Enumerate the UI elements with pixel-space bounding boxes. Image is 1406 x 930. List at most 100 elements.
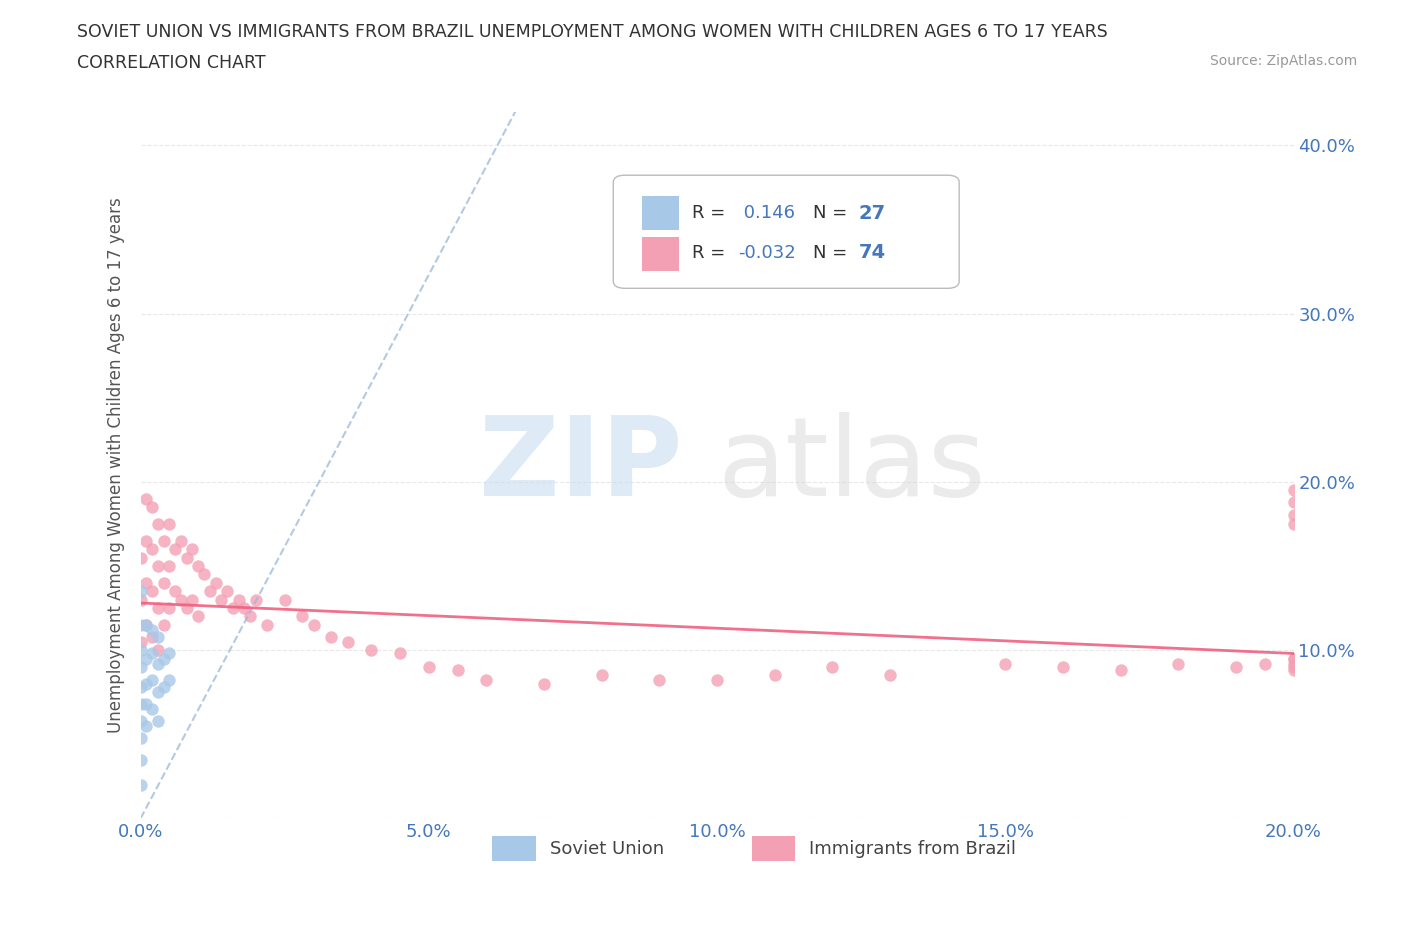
Point (198, 584, 221, 599)
Point (146, 601, 169, 616)
Point (176, 551, 198, 565)
Point (129, 592, 152, 607)
Point (763, 668, 786, 683)
Bar (643, 237, 679, 271)
Point (1254, 657, 1277, 671)
Point (239, 609, 262, 624)
Point (159, 559, 180, 574)
Point (302, 618, 325, 632)
Point (591, 668, 613, 683)
Point (1282, 657, 1305, 671)
Point (159, 516, 180, 531)
Point (152, 576, 174, 591)
Point (170, 533, 193, 548)
Point (1282, 659, 1305, 674)
FancyBboxPatch shape (613, 175, 959, 288)
Point (475, 673, 498, 688)
Point (1282, 516, 1305, 531)
Point (706, 673, 728, 688)
Point (648, 673, 671, 688)
Text: Source: ZipAtlas.com: Source: ZipAtlas.com (1209, 54, 1357, 68)
Point (1282, 495, 1305, 510)
Point (141, 541, 163, 556)
Point (129, 643, 152, 658)
Point (146, 713, 169, 728)
Point (159, 646, 180, 661)
Point (146, 684, 169, 699)
Point (1225, 659, 1247, 674)
Point (146, 630, 169, 644)
Point (152, 533, 174, 548)
Point (256, 618, 278, 632)
Text: CORRELATION CHART: CORRELATION CHART (77, 54, 266, 72)
Point (129, 618, 152, 632)
Point (141, 646, 163, 661)
Point (141, 673, 163, 688)
Point (447, 663, 470, 678)
Point (129, 584, 152, 599)
Y-axis label: Unemployment Among Women with Children Ages 6 to 17 years: Unemployment Among Women with Children A… (107, 197, 125, 733)
Bar (492, 836, 536, 861)
Point (135, 718, 157, 733)
Point (228, 592, 250, 607)
Point (233, 601, 256, 616)
Point (135, 676, 157, 691)
Point (129, 680, 152, 695)
Text: SOVIET UNION VS IMMIGRANTS FROM BRAZIL UNEMPLOYMENT AMONG WOMEN WITH CHILDREN AG: SOVIET UNION VS IMMIGRANTS FROM BRAZIL U… (77, 23, 1108, 41)
Text: R =: R = (692, 205, 725, 222)
Point (129, 551, 152, 565)
Point (141, 622, 163, 637)
Point (129, 730, 152, 745)
Point (152, 651, 174, 666)
Point (135, 491, 157, 506)
Point (1282, 483, 1305, 498)
Point (209, 592, 232, 607)
Point (879, 668, 901, 683)
Point (129, 752, 152, 767)
Text: R =: R = (692, 244, 725, 262)
Point (176, 601, 198, 616)
Point (152, 680, 174, 695)
Text: 27: 27 (859, 204, 886, 223)
Point (821, 659, 844, 674)
Point (1052, 659, 1074, 674)
Point (129, 659, 152, 674)
Point (533, 676, 555, 691)
Point (159, 601, 180, 616)
Point (146, 657, 169, 671)
Point (360, 643, 382, 658)
Point (152, 618, 174, 632)
Point (141, 584, 163, 599)
Point (141, 499, 163, 514)
Point (135, 618, 157, 632)
Point (159, 673, 180, 688)
Text: Immigrants from Brazil: Immigrants from Brazil (810, 840, 1017, 857)
Point (141, 630, 163, 644)
Text: 74: 74 (859, 244, 886, 262)
Point (1109, 663, 1132, 678)
Point (994, 657, 1017, 671)
Text: ZIP: ZIP (479, 411, 682, 519)
Text: N =: N = (813, 244, 846, 262)
Bar (752, 836, 796, 861)
Point (204, 576, 226, 591)
Point (129, 697, 152, 711)
Point (129, 634, 152, 649)
Point (1282, 651, 1305, 666)
Point (418, 659, 440, 674)
Point (337, 634, 360, 649)
Point (135, 618, 157, 632)
Text: -0.032: -0.032 (738, 244, 796, 262)
Point (1282, 651, 1305, 666)
Text: N =: N = (813, 205, 846, 222)
Point (274, 592, 297, 607)
Text: atlas: atlas (717, 411, 986, 519)
Point (181, 592, 204, 607)
Point (135, 533, 157, 548)
Point (165, 541, 187, 556)
Point (222, 601, 245, 616)
Point (165, 584, 187, 599)
Point (170, 592, 193, 607)
Text: 0.146: 0.146 (738, 205, 794, 222)
Point (135, 576, 157, 591)
